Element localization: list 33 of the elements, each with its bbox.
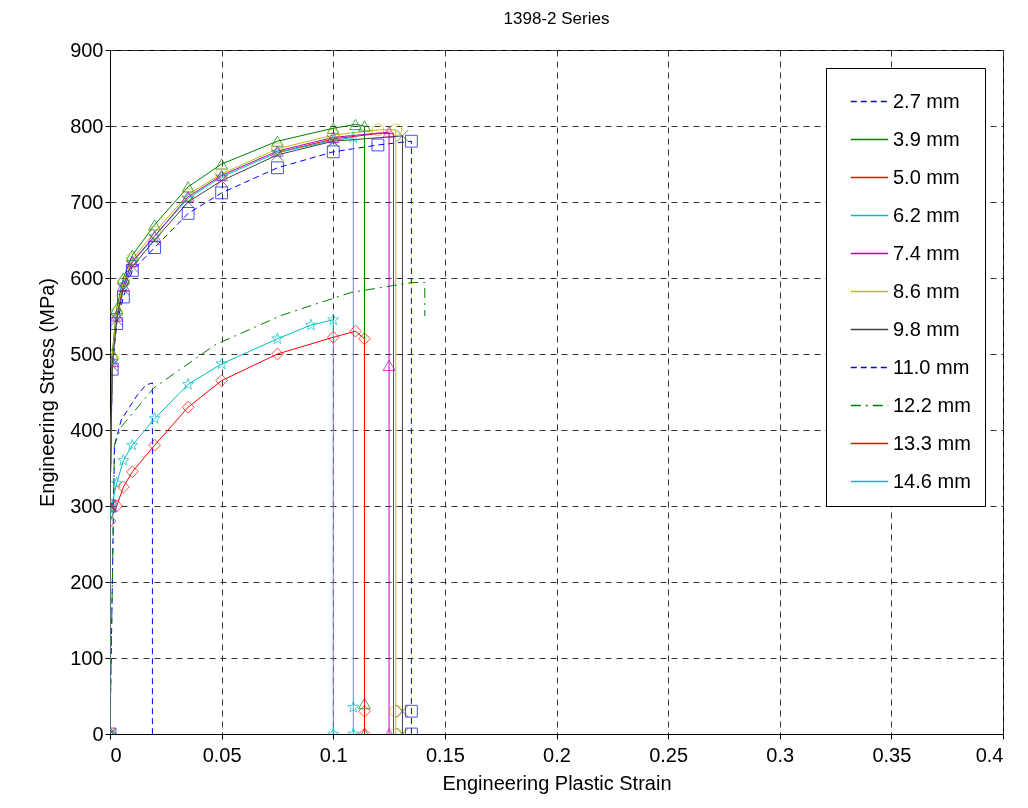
legend-label: 5.0 mm — [893, 165, 960, 188]
legend-label: 14.6 mm — [893, 469, 971, 492]
x-tick-label: 0.3 — [766, 743, 795, 766]
y-tick-label: 400 — [70, 418, 104, 441]
y-tick-label: 0 — [92, 722, 104, 745]
x-tick-label: 0.4 — [975, 743, 1004, 766]
y-tick-label: 500 — [70, 342, 104, 365]
y-tick-label: 700 — [70, 190, 104, 213]
legend-label: 3.9 mm — [893, 127, 960, 150]
legend-label: 2.7 mm — [893, 89, 960, 112]
legend-label: 6.2 mm — [893, 203, 960, 226]
legend-label: 9.8 mm — [893, 317, 960, 340]
y-tick-label: 600 — [70, 266, 104, 289]
x-tick-label: 0.35 — [872, 743, 912, 766]
x-tick-label: 0.2 — [543, 743, 571, 766]
x-axis-title: Engineering Plastic Strain — [442, 771, 672, 794]
x-tick-label: 0 — [110, 743, 122, 766]
legend-label: 7.4 mm — [893, 241, 960, 264]
x-tick-label: 0.1 — [319, 743, 348, 766]
y-tick-label: 100 — [70, 646, 104, 669]
y-axis-title: Engineering Stress (MPa) — [36, 278, 59, 507]
x-tick-label: 0.15 — [425, 743, 465, 766]
y-tick-label: 300 — [70, 494, 104, 517]
legend-label: 8.6 mm — [893, 279, 960, 302]
x-tick-label: 0.05 — [202, 743, 242, 766]
y-tick-label: 200 — [70, 570, 104, 593]
x-tick-label: 0.25 — [649, 743, 689, 766]
chart-title: 1398-2 Series — [503, 9, 610, 28]
y-tick-label: 800 — [70, 114, 104, 137]
legend-label: 13.3 mm — [893, 431, 971, 454]
legend-label: 11.0 mm — [893, 355, 970, 378]
y-tick-label: 900 — [70, 38, 104, 61]
legend-label: 12.2 mm — [893, 393, 971, 416]
